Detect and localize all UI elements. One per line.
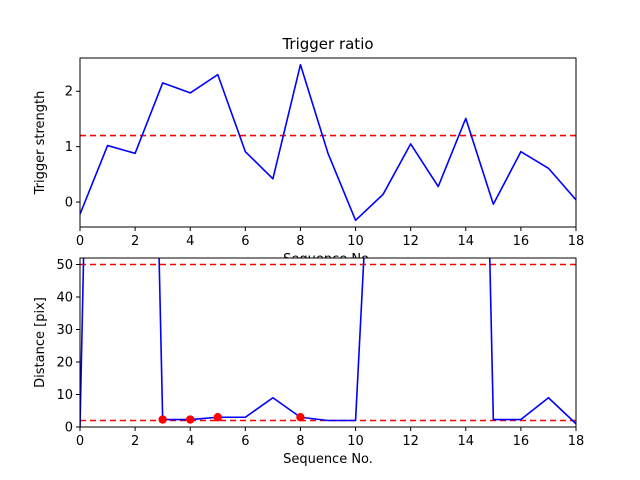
y-tick-label: 20: [56, 356, 73, 371]
x-tick-label: 14: [458, 234, 475, 249]
x-tick-label: 0: [76, 434, 84, 449]
x-tick-label: 18: [568, 434, 585, 449]
y-tick-label: 0: [65, 421, 73, 436]
x-tick-label: 2: [131, 434, 139, 449]
data-point-marker: [186, 415, 195, 424]
x-tick-label: 0: [76, 234, 84, 249]
y-tick-label: 2: [65, 85, 73, 100]
data-point-marker: [213, 413, 222, 422]
x-tick-label: 8: [296, 234, 304, 249]
plot-area: [80, 58, 576, 227]
plot-content: [80, 258, 576, 427]
y-tick-label: 1: [65, 140, 73, 155]
chart-title: Trigger ratio: [281, 35, 373, 53]
x-tick-label: 8: [296, 434, 304, 449]
y-tick-label: 30: [56, 323, 73, 338]
y-tick-label: 40: [56, 291, 73, 306]
x-axis-label: Sequence No.: [283, 452, 373, 467]
x-tick-label: 14: [458, 434, 475, 449]
x-tick-label: 16: [513, 434, 530, 449]
y-tick-label: 10: [56, 388, 73, 403]
x-tick-label: 6: [241, 434, 249, 449]
y-tick-label: 50: [56, 258, 73, 273]
x-tick-label: 12: [402, 434, 419, 449]
x-tick-label: 10: [347, 234, 364, 249]
x-tick-label: 18: [568, 234, 585, 249]
x-tick-label: 2: [131, 234, 139, 249]
plot-area: [80, 258, 576, 427]
plot-frame: [79, 57, 577, 228]
x-tick-label: 10: [347, 434, 364, 449]
x-tick-label: 12: [402, 234, 419, 249]
y-axis-label: Trigger strength: [33, 91, 48, 196]
data-point-marker: [296, 413, 305, 422]
x-tick-label: 4: [186, 434, 194, 449]
plot-frame: [79, 257, 577, 428]
data-point-marker: [158, 415, 167, 424]
y-axis-label: Distance [pix]: [33, 297, 48, 388]
plot-content: [80, 63, 576, 222]
x-tick-label: 6: [241, 234, 249, 249]
chart-distance: 0 2 4 6 8 10 12 14 16 18 0 10 20 30 40 50 Sequence No. Di…: [33, 257, 585, 467]
x-tick-label: 4: [186, 234, 194, 249]
series-line: [80, 63, 576, 222]
y-tick-label: 0: [65, 196, 73, 211]
x-tick-label: 16: [513, 234, 530, 249]
